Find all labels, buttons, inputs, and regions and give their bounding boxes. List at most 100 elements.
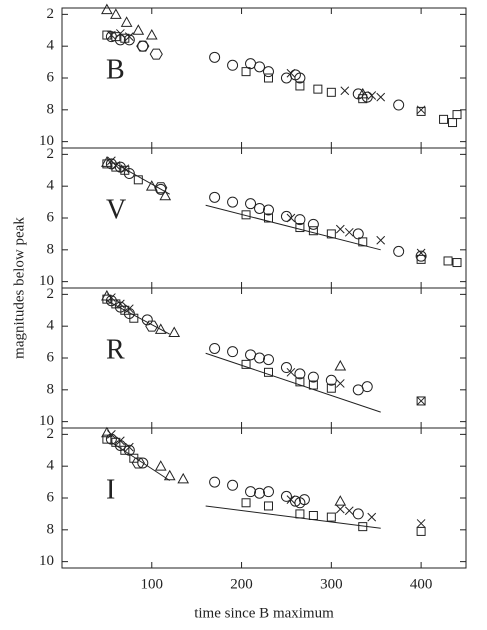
marker-circle <box>209 342 221 354</box>
marker-circle <box>393 99 405 111</box>
marker-circle <box>280 362 292 374</box>
marker-hexagon <box>154 182 168 194</box>
marker-square <box>308 511 318 520</box>
marker-triangle <box>159 189 172 201</box>
marker-circle <box>227 59 239 71</box>
marker-square <box>326 512 336 522</box>
fit-line <box>205 505 381 529</box>
marker-hexagon <box>131 457 145 469</box>
marker-cross <box>367 512 377 522</box>
y-tick-label: 2 <box>47 426 55 442</box>
marker-circle <box>352 508 364 520</box>
marker-cross <box>116 436 125 446</box>
fit-line <box>205 204 381 251</box>
marker-cross <box>367 91 377 100</box>
panel-frame <box>61 427 467 569</box>
marker-square <box>102 434 112 444</box>
x-axis-label: time since B maximum <box>194 605 334 621</box>
marker-cross <box>416 519 426 528</box>
panel-label: I <box>106 474 115 505</box>
marker-square <box>111 437 121 447</box>
marker-triangle <box>168 326 181 338</box>
marker-square <box>448 118 458 128</box>
marker-square <box>452 110 462 120</box>
y-tick-label: 8 <box>47 381 55 397</box>
y-tick-label: 8 <box>47 101 55 117</box>
marker-square <box>120 165 130 175</box>
marker-hexagon <box>136 40 150 52</box>
marker-circle <box>227 196 239 208</box>
marker-triangle <box>334 359 347 371</box>
marker-cross <box>116 29 125 38</box>
y-tick-label: 6 <box>47 489 55 505</box>
marker-cross <box>344 227 354 237</box>
marker-triangle <box>120 16 133 27</box>
marker-cross <box>344 506 354 516</box>
marker-square <box>120 33 130 43</box>
marker-circle <box>245 486 257 498</box>
x-tick-label: 200 <box>230 576 253 592</box>
marker-square <box>308 226 318 236</box>
marker-circle <box>254 352 266 364</box>
x-tick-label: 100 <box>141 576 164 592</box>
marker-circle <box>254 487 266 499</box>
marker-circle <box>262 354 274 366</box>
marker-cross <box>107 30 116 40</box>
y-tick-label: 8 <box>47 521 55 537</box>
marker-circle <box>262 66 274 78</box>
y-tick-label: 10 <box>39 553 54 569</box>
y-tick-label: 4 <box>47 38 55 54</box>
marker-cross <box>416 248 426 258</box>
marker-triangle <box>132 24 145 35</box>
marker-circle <box>415 250 427 262</box>
marker-cross <box>124 442 134 452</box>
marker-circle <box>307 218 319 230</box>
marker-circle <box>209 191 221 203</box>
marker-circle <box>361 381 373 393</box>
marker-cross <box>286 68 296 78</box>
marker-circle <box>227 479 239 491</box>
marker-circle <box>209 476 221 488</box>
y-tick-label: 6 <box>47 349 55 365</box>
marker-circle <box>141 314 153 326</box>
marker-square <box>416 526 426 536</box>
marker-square <box>358 237 368 247</box>
marker-square <box>295 81 305 91</box>
marker-cross <box>416 105 426 115</box>
marker-cross <box>286 213 296 223</box>
marker-circle <box>294 72 306 84</box>
marker-cross <box>335 379 345 388</box>
y-tick-label: 2 <box>47 146 55 162</box>
marker-square <box>295 509 305 519</box>
marker-square <box>326 87 336 97</box>
marker-cross <box>116 299 125 309</box>
y-tick-label: 4 <box>47 178 55 194</box>
marker-circle <box>254 202 266 214</box>
y-axis-label: magnitudes below peak <box>11 217 27 359</box>
marker-square <box>313 84 323 94</box>
marker-circle <box>289 495 301 507</box>
marker-cross <box>111 161 121 170</box>
marker-triangle <box>101 156 113 167</box>
y-tick-label: 10 <box>39 273 54 289</box>
marker-circle <box>227 346 239 358</box>
marker-cross <box>416 396 426 406</box>
marker-circle <box>325 374 337 386</box>
y-tick-label: 6 <box>47 69 55 85</box>
marker-square <box>241 498 251 508</box>
panel-label: V <box>106 194 126 225</box>
marker-cross <box>124 304 134 314</box>
marker-square <box>263 73 273 83</box>
marker-hexagon <box>149 48 163 60</box>
marker-triangle <box>154 460 167 471</box>
y-tick-label: 10 <box>39 133 54 149</box>
marker-circle <box>262 204 274 216</box>
panel-label: B <box>106 54 125 85</box>
marker-cross <box>335 504 345 514</box>
x-tick-label: 400 <box>410 576 433 592</box>
panel-label: R <box>106 334 125 365</box>
marker-triangle <box>110 8 122 19</box>
marker-square <box>416 254 426 264</box>
y-tick-label: 6 <box>47 209 55 225</box>
